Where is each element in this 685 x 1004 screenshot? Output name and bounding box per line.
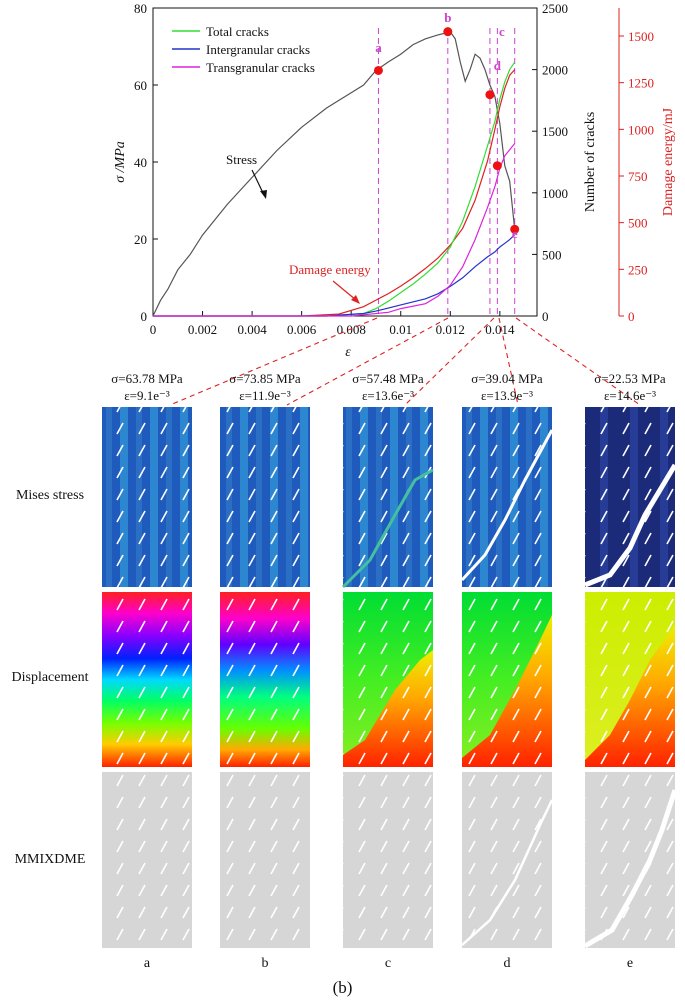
y-left-tick-label: 20 bbox=[134, 232, 147, 247]
point-c bbox=[485, 90, 494, 99]
point-a bbox=[374, 66, 383, 75]
legend-label-intergranular: Intergranular cracks bbox=[206, 42, 310, 57]
series-total-cracks bbox=[153, 62, 515, 316]
y-left-axis-label: σ /MPa bbox=[113, 141, 128, 183]
point-label-a: a bbox=[375, 40, 382, 55]
row-label-mmixdme: MMIXDME bbox=[2, 852, 98, 868]
x-tick-label: 0.004 bbox=[237, 322, 267, 337]
legend-label-transgranular: Transgranular cracks bbox=[206, 60, 315, 75]
disp-panel-a-ticks bbox=[102, 592, 192, 767]
x-tick-label: 0.012 bbox=[436, 322, 465, 337]
point-label-c: c bbox=[499, 24, 505, 39]
state-label-c: σ=57.48 MPa ε=13.6e⁻³ bbox=[333, 370, 443, 404]
y-left-tick-label: 40 bbox=[134, 155, 147, 170]
y-left-tick-label: 0 bbox=[141, 309, 148, 324]
damage-annotation-arrow bbox=[333, 281, 356, 300]
state-eps-d: ε=13.9e⁻³ bbox=[452, 387, 562, 404]
mises-panel-c-ticks bbox=[343, 407, 433, 587]
stress-annotation: Stress bbox=[226, 152, 257, 167]
y-right2-tick-label: 750 bbox=[628, 169, 648, 184]
y-right2-tick-label: 1500 bbox=[628, 29, 654, 44]
state-eps-e: ε=14.6e⁻³ bbox=[575, 387, 685, 404]
y-right1-tick-label: 2000 bbox=[542, 63, 568, 78]
y-left-tick-label: 60 bbox=[134, 78, 147, 93]
figure: 0 0.002 0.004 0.006 0.008 0.01 0.012 0.014 0 20 40… bbox=[0, 0, 685, 1004]
state-label-b: σ=73.85 MPa ε=11.9e⁻³ bbox=[210, 370, 320, 404]
state-sigma-a: σ=63.78 MPa bbox=[92, 370, 202, 387]
simulation-panels bbox=[102, 407, 675, 948]
mises-panel-a-ticks bbox=[102, 407, 192, 587]
mises-panel-e-ticks bbox=[585, 407, 675, 587]
y-right2-tick-label: 1250 bbox=[628, 76, 654, 91]
state-eps-b: ε=11.9e⁻³ bbox=[210, 387, 320, 404]
y-right1-tick-label: 2500 bbox=[542, 1, 568, 16]
legend: Total cracks Intergranular cracks Transg… bbox=[172, 24, 315, 75]
row-label-mises: Mises stress bbox=[2, 488, 98, 504]
state-label-a: σ=63.78 MPa ε=9.1e⁻³ bbox=[92, 370, 202, 404]
state-label-d: σ=39.04 MPa ε=13.9e⁻³ bbox=[452, 370, 562, 404]
mises-panel-b-ticks bbox=[220, 407, 310, 587]
x-tick-label: 0.01 bbox=[389, 322, 412, 337]
mmix-panel-b-ticks bbox=[220, 772, 310, 948]
point-label-d: d bbox=[494, 58, 502, 73]
disp-panel-b-ticks bbox=[220, 592, 310, 767]
point-d bbox=[493, 161, 502, 170]
mmix-panel-c-ticks bbox=[343, 772, 433, 948]
legend-label-total: Total cracks bbox=[206, 24, 269, 39]
x-tick-label: 0.014 bbox=[485, 322, 515, 337]
stress-arrow-head bbox=[260, 190, 267, 199]
chart: 0 0.002 0.004 0.006 0.008 0.01 0.012 0.014 0 20 40… bbox=[113, 1, 676, 405]
state-eps-a: ε=9.1e⁻³ bbox=[92, 387, 202, 404]
y-right1-tick-label: 0 bbox=[542, 309, 549, 324]
col-label-e: e bbox=[610, 956, 650, 972]
y-right2-tick-label: 250 bbox=[628, 262, 648, 277]
state-label-e: σ=22.53 MPa ε=14.6e⁻³ bbox=[575, 370, 685, 404]
x-tick-label: 0.006 bbox=[287, 322, 317, 337]
y-right1-tick-label: 500 bbox=[542, 247, 562, 262]
mmix-panel-e-ticks bbox=[585, 772, 675, 948]
mmix-panel-d-ticks bbox=[462, 772, 552, 948]
state-sigma-b: σ=73.85 MPa bbox=[210, 370, 320, 387]
state-eps-c: ε=13.6e⁻³ bbox=[333, 387, 443, 404]
point-b bbox=[443, 27, 452, 36]
y-right1-tick-label: 1500 bbox=[542, 124, 568, 139]
mises-panel-d-ticks bbox=[462, 407, 552, 587]
disp-panel-c-ticks bbox=[343, 592, 433, 767]
point-label-b: b bbox=[444, 10, 451, 25]
col-label-a: a bbox=[127, 956, 167, 972]
y-right1-axis-label: Number of cracks bbox=[583, 112, 598, 212]
col-label-d: d bbox=[487, 956, 527, 972]
col-label-b: b bbox=[245, 956, 285, 972]
x-tick-label: 0.002 bbox=[188, 322, 217, 337]
y-right2-tick-label: 500 bbox=[628, 216, 648, 231]
disp-panel-d-ticks bbox=[462, 592, 552, 767]
y-right2-tick-label: 0 bbox=[628, 309, 635, 324]
state-sigma-e: σ=22.53 MPa bbox=[575, 370, 685, 387]
state-sigma-c: σ=57.48 MPa bbox=[333, 370, 443, 387]
y-right2-axis-label: Damage energy/mJ bbox=[661, 107, 676, 216]
y-right2-tick-label: 1000 bbox=[628, 122, 654, 137]
mmix-panel-a-ticks bbox=[102, 772, 192, 948]
disp-panel-e-ticks bbox=[585, 592, 675, 767]
y-left-tick-label: 80 bbox=[134, 1, 147, 16]
x-tick-label: 0.008 bbox=[337, 322, 366, 337]
state-sigma-d: σ=39.04 MPa bbox=[452, 370, 562, 387]
x-tick-label: 0 bbox=[150, 322, 157, 337]
damage-annotation: Damage energy bbox=[289, 262, 371, 277]
point-label-e: e bbox=[512, 226, 518, 241]
col-label-c: c bbox=[368, 956, 408, 972]
row-label-displacement: Displacement bbox=[2, 670, 98, 686]
y-right1-tick-label: 1000 bbox=[542, 186, 568, 201]
figure-caption: (b) bbox=[0, 978, 685, 998]
x-axis-label: ε bbox=[345, 345, 351, 360]
